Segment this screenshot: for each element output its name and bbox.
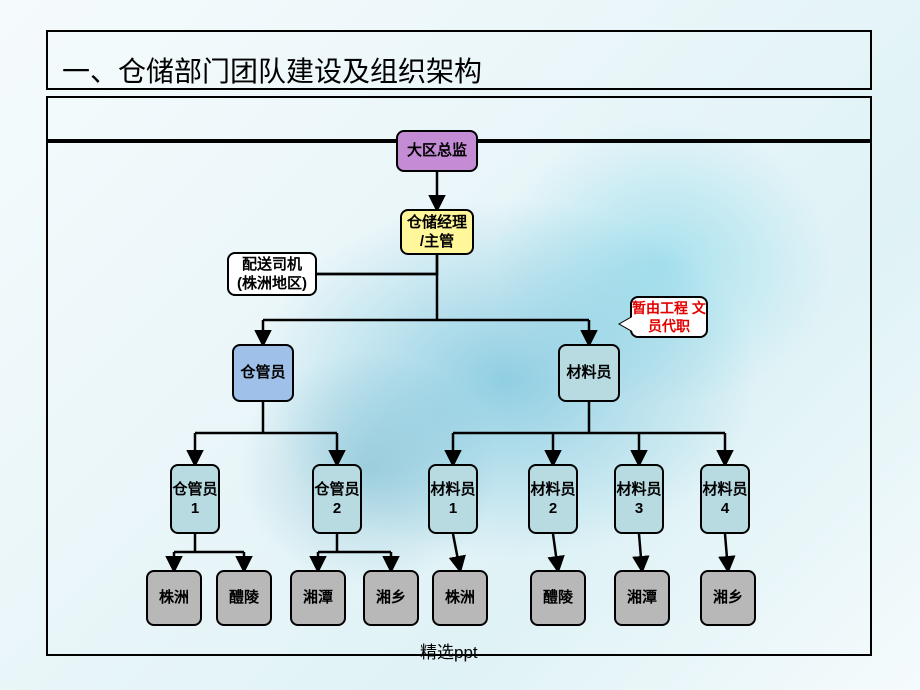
node-loc_ll2: 醴陵 [530,570,586,626]
node-mat4: 材料员 4 [700,464,750,534]
node-loc_zz1: 株洲 [146,570,202,626]
slide-title: 一、仓储部门团队建设及组织架构 [62,50,482,90]
node-keeper2: 仓管员 2 [312,464,362,534]
node-mat1: 材料员 1 [428,464,478,534]
node-manager: 仓储经理 /主管 [400,209,474,255]
node-director: 大区总监 [396,130,478,172]
node-material: 材料员 [558,344,620,402]
node-loc_xx1: 湘乡 [363,570,419,626]
node-loc_xx2: 湘乡 [700,570,756,626]
footer-text: 精选ppt [420,638,478,663]
node-loc_zz2: 株洲 [432,570,488,626]
node-keeper: 仓管员 [232,344,294,402]
node-loc_xt2: 湘潭 [614,570,670,626]
node-driver: 配送司机 (株洲地区) [227,252,317,296]
node-keeper1: 仓管员 1 [170,464,220,534]
node-mat3: 材料员 3 [614,464,664,534]
callout-text: 暂由工程 文员代职 [632,299,706,335]
node-mat2: 材料员 2 [528,464,578,534]
node-loc_ll: 醴陵 [216,570,272,626]
node-loc_xt1: 湘潭 [290,570,346,626]
callout-note: 暂由工程 文员代职 [630,296,708,338]
